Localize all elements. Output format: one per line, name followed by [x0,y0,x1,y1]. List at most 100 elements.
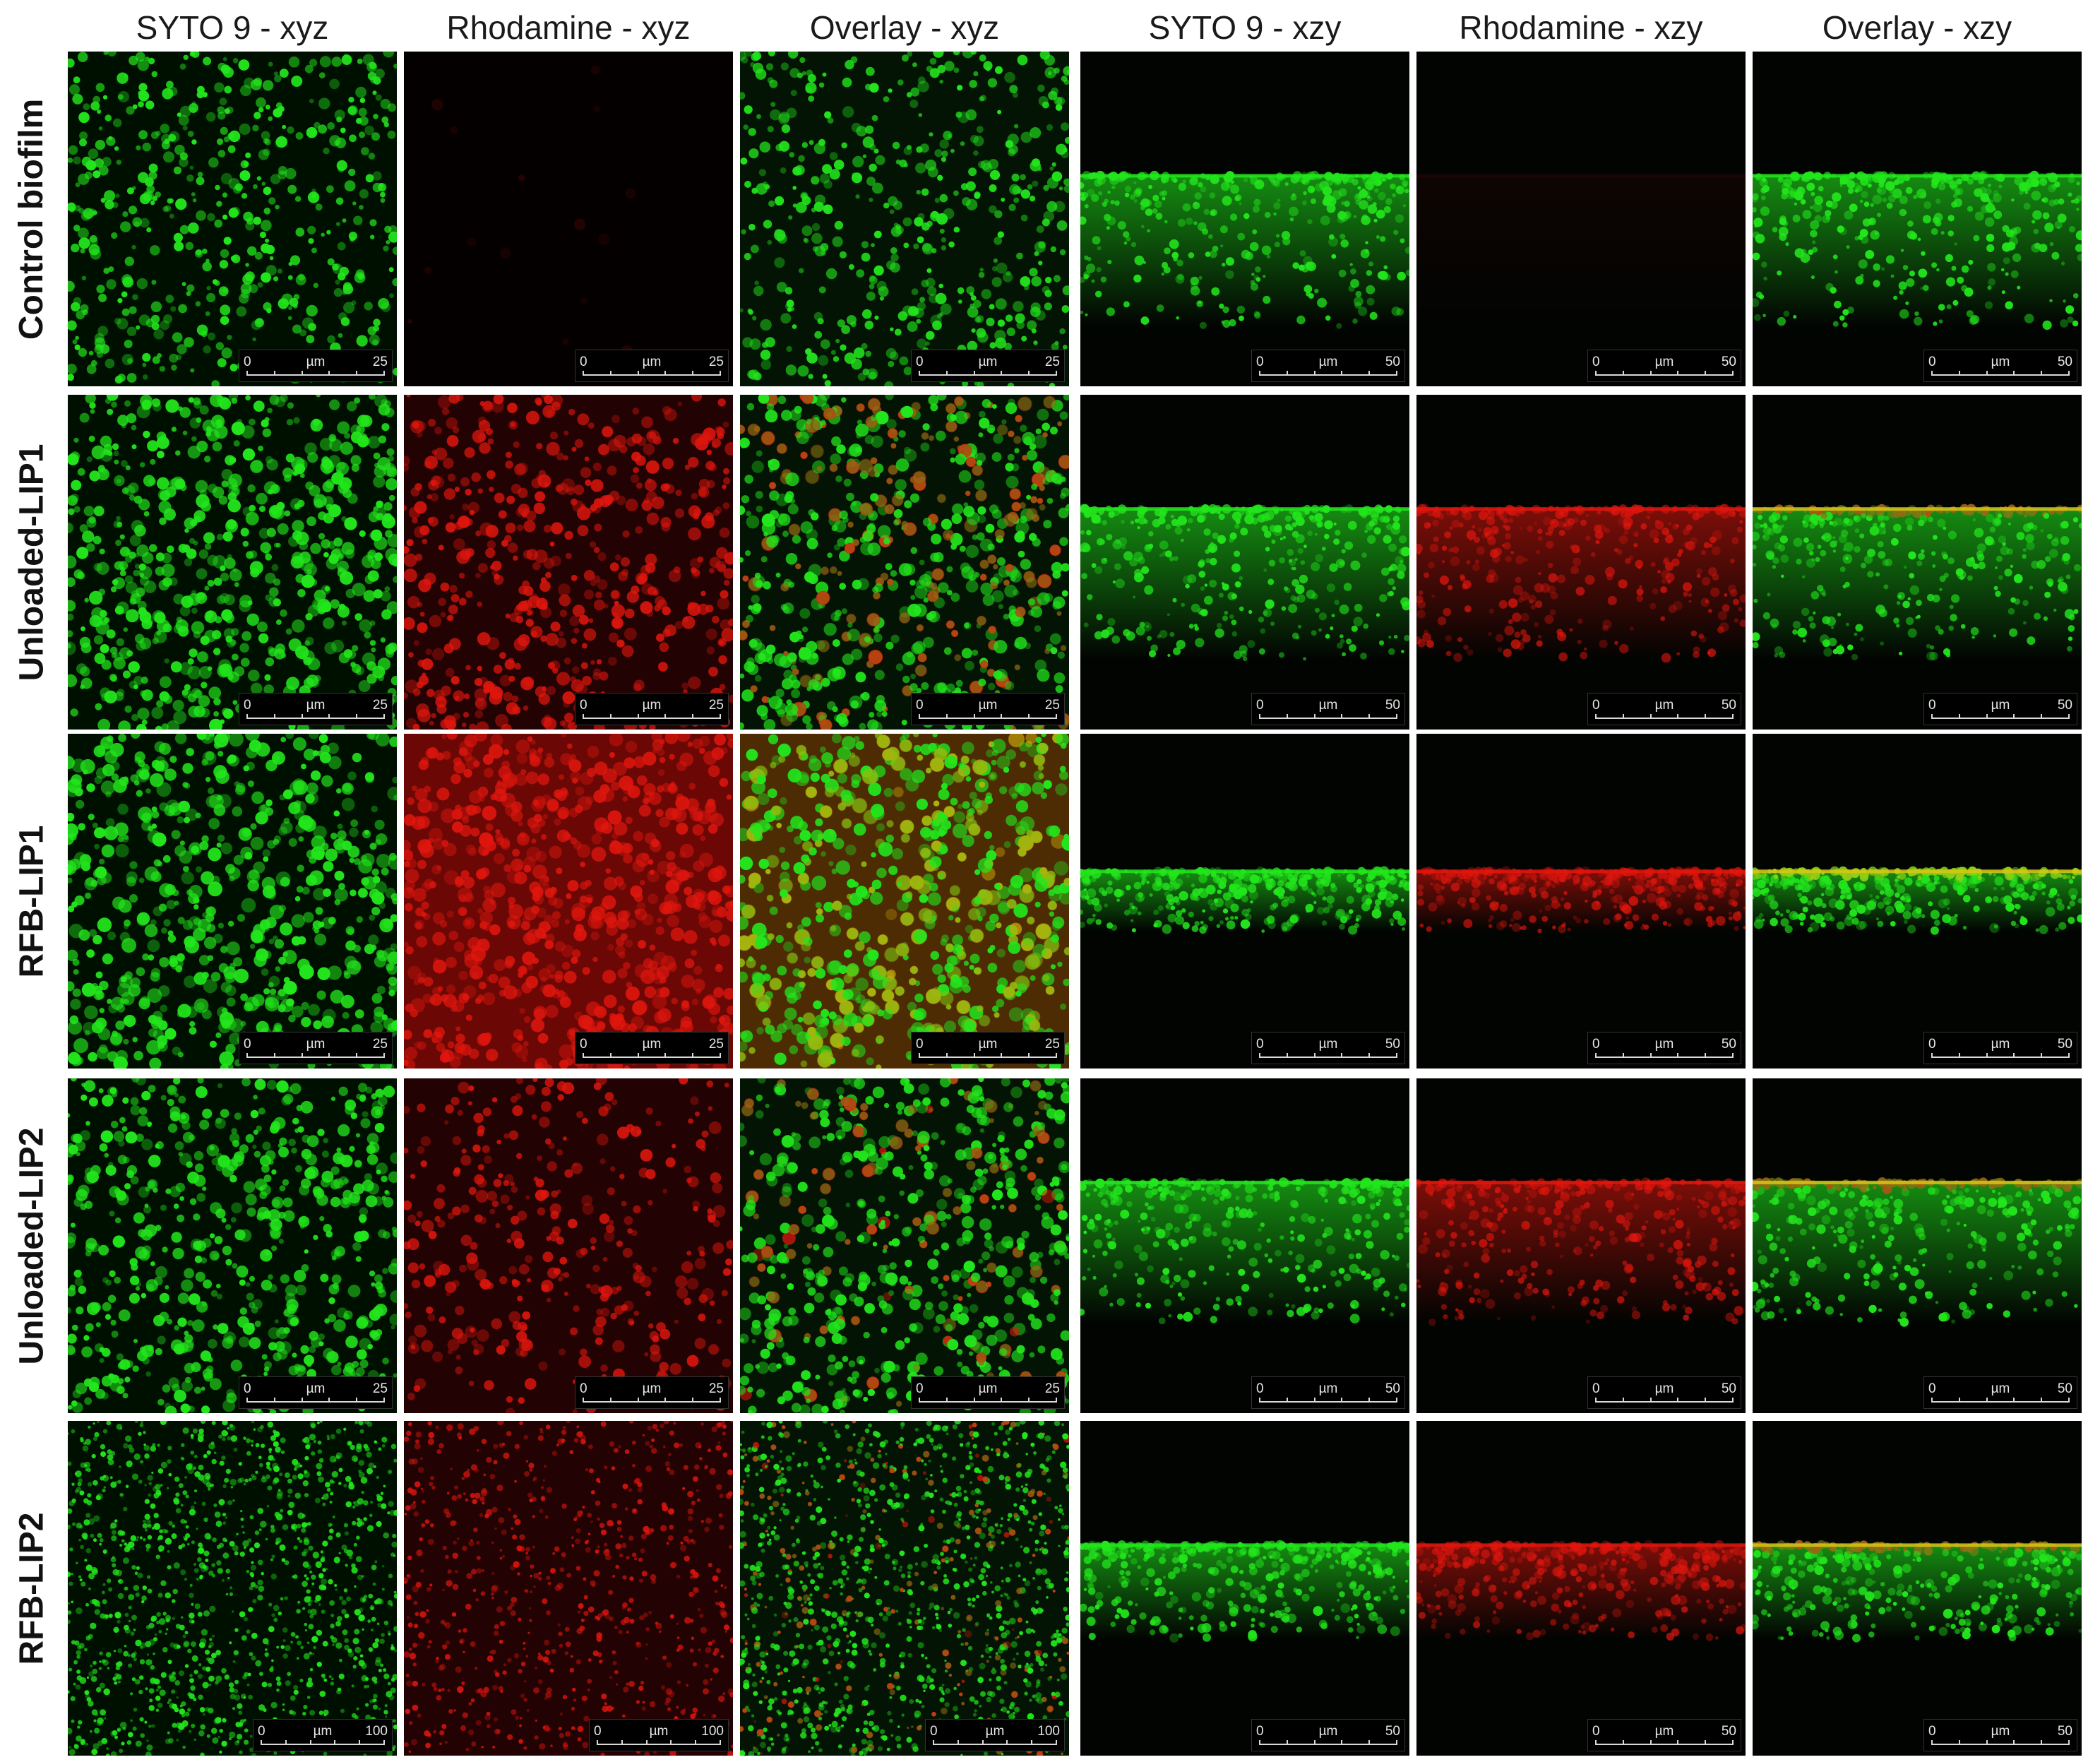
scale-bar-tick [609,1053,611,1058]
scale-bar-tick [1028,371,1030,376]
scale-bar-tick [1958,1740,1960,1745]
scale-bar: 0 µm 50 [1251,1032,1405,1064]
micrograph-image [1416,52,1746,386]
scale-bar-unit: µm [1991,1724,2010,1739]
scale-bar-line [1931,718,2070,719]
panel-rfb-lip1-overlay-xzy: 0 µm 50 [1753,734,2082,1068]
scale-bar: 0 µm 100 [589,1719,729,1751]
scale-bar-tick [2013,1740,2015,1745]
scale-bar-tick [957,1740,959,1745]
scale-bar-start: 0 [1256,1724,1264,1739]
panel-rfb-lip2-overlay-xyz: 0 µm 100 [740,1421,1069,1756]
scale-bar-tick [692,714,694,719]
scale-bar-start: 0 [580,355,587,369]
scale-bar-line [246,374,385,376]
scale-bar-tick [645,1740,648,1745]
scale-bar-end: 25 [1044,698,1060,713]
scale-bar-tick [1396,1053,1397,1058]
scale-bar-start: 0 [1592,1381,1600,1396]
scale-bar-tick [1056,1053,1057,1058]
column-label-rhodamine-xzy: Rhodamine - xzy [1459,9,1703,46]
scale-bar: 0 µm 25 [575,693,729,725]
scale-bar-tick [637,1053,639,1058]
scale-bar-tick [1259,371,1260,376]
scale-bar-line [246,718,385,719]
scale-bar-tick [356,371,358,376]
scale-bar-start: 0 [1256,698,1264,713]
scale-bar-tick [1368,1053,1371,1058]
scale-bar-end: 25 [372,698,388,713]
scale-bar-tick [1732,1398,1734,1403]
scale-bar-line [919,1401,1057,1403]
micrograph-image [740,734,1069,1068]
scale-bar-tick [273,1053,275,1058]
scale-bar-tick [301,371,303,376]
scale-bar-unit: µm [1654,1037,1674,1052]
scale-bar-tick [1595,1740,1597,1745]
panel-control-biofilm-overlay-xzy: 0 µm 50 [1753,52,2082,386]
scale-bar-line [919,374,1057,376]
scale-bar-tick [1286,1740,1288,1745]
scale-bar-start: 0 [916,355,924,369]
scale-bar-end: 50 [2057,1724,2072,1739]
scale-bar-end: 25 [708,1037,724,1052]
scale-bar-unit: µm [649,1724,669,1739]
scale-bar-tick [919,1398,920,1403]
micrograph-image [1753,1078,2082,1413]
scale-bar-tick [583,371,584,376]
scale-bar-end: 25 [372,1037,388,1052]
column-label-syto9-xzy: SYTO 9 - xzy [1148,9,1342,46]
scale-bar-tick [2041,1053,2043,1058]
scale-bar-tick [1396,1398,1397,1403]
scale-bar: 0 µm 25 [575,350,729,382]
micrograph-image [404,395,733,730]
panel-unloaded-lip1-rhodamine-xzy: 0 µm 50 [1416,395,1746,730]
scale-bar-line [583,1401,721,1403]
scale-bar-tick [1006,1740,1008,1745]
panel-rfb-lip2-rhodamine-xyz: 0 µm 100 [404,1421,733,1756]
scale-bar: 0 µm 50 [1251,1376,1405,1409]
row-label-unloaded-lip2: Unloaded-LIP2 [0,1078,64,1413]
scale-bar-tick [1931,371,1933,376]
scale-bar-start: 0 [1592,698,1600,713]
scale-bar-tick [637,1398,639,1403]
scale-bar-tick [637,714,639,719]
scale-bar-start: 0 [1256,1381,1264,1396]
scale-bar-tick [2068,1740,2070,1745]
column-label-overlay-xzy: Overlay - xzy [1822,9,2012,46]
scale-bar-line [1931,1401,2070,1403]
scale-bar-line [1595,1056,1734,1058]
scale-bar: 0 µm 50 [1587,693,1741,725]
scale-bar-tick [1368,714,1371,719]
scale-bar-tick [1622,714,1624,719]
scale-bar-tick [919,1053,920,1058]
scale-bar-end: 50 [2057,1037,2072,1052]
scale-bar-tick [1341,371,1343,376]
scale-bar-tick [328,1398,330,1403]
scale-bar: 0 µm 50 [1923,1032,2077,1064]
scale-bar: 0 µm 50 [1923,1719,2077,1751]
scale-bar: 0 µm 25 [911,1376,1065,1409]
scale-bar-tick [246,714,248,719]
scale-bar: 0 µm 25 [911,350,1065,382]
micrograph-image [740,1421,1069,1756]
scale-bar-tick [1001,714,1003,719]
scale-bar-tick [664,714,667,719]
scale-bar-end: 25 [708,1381,724,1396]
scale-bar-tick [973,1053,975,1058]
scale-bar-end: 50 [1385,698,1400,713]
scale-bar-tick [1001,371,1003,376]
micrograph-image [1416,734,1746,1068]
scale-bar-tick [1732,1740,1734,1745]
scale-bar-tick [1368,1740,1371,1745]
scale-bar-tick [383,1398,385,1403]
panel-control-biofilm-syto9-xzy: 0 µm 50 [1080,52,1409,386]
scale-bar-line [933,1744,1057,1745]
scale-bar: 0 µm 25 [239,350,393,382]
scale-bar: 0 µm 25 [239,1032,393,1064]
micrograph-image [1753,734,2082,1068]
scale-bar-tick [1595,1053,1597,1058]
column-label-syto9-xyz: SYTO 9 - xyz [136,9,329,46]
scale-bar-tick [919,714,920,719]
scale-bar-line [919,718,1057,719]
